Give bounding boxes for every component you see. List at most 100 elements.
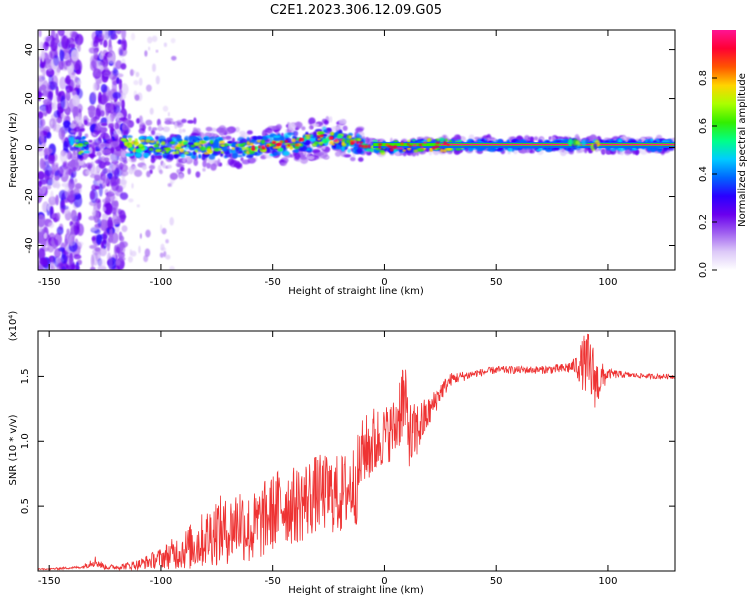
spectrogram-cell bbox=[322, 129, 329, 133]
spectrogram-cell bbox=[44, 160, 50, 166]
spectrogram-cell bbox=[109, 227, 113, 238]
spectrogram-cell bbox=[317, 138, 322, 141]
spectrogram-cell bbox=[163, 250, 167, 258]
spectrogram-cell bbox=[126, 135, 133, 139]
spectrogram-cell bbox=[44, 170, 54, 180]
spectrogram-cell bbox=[176, 143, 183, 148]
spectrogram-cell bbox=[112, 112, 117, 119]
spectrogram-cell bbox=[291, 138, 296, 143]
spectrogram-cell bbox=[87, 154, 97, 158]
spectrogram-cell bbox=[100, 83, 108, 93]
spectrogram-cell bbox=[203, 151, 210, 155]
spectrogram-cell bbox=[178, 128, 183, 134]
spectrogram-cell bbox=[131, 158, 137, 163]
spectrogram-cell bbox=[81, 147, 85, 151]
spectrogram-cell bbox=[70, 159, 76, 167]
spectrogram-cell bbox=[164, 120, 172, 125]
spectrogram-cell bbox=[122, 135, 127, 139]
spectrogram-cell bbox=[139, 233, 142, 239]
spectrogram-cell bbox=[338, 119, 347, 125]
spectrogram-cell bbox=[50, 256, 54, 270]
spectrogram-cell bbox=[99, 60, 106, 66]
spectrogram-cell bbox=[138, 143, 144, 148]
spectrogram-cell bbox=[100, 240, 104, 249]
spectrogram-cell bbox=[221, 144, 225, 147]
spectrogram-cell bbox=[85, 169, 92, 176]
spectrogram-y-tick-label: -20 bbox=[24, 188, 35, 204]
spectrogram-cell bbox=[72, 167, 77, 172]
spectrogram-cell bbox=[227, 141, 233, 144]
spectrogram-cell bbox=[305, 140, 311, 145]
spectrogram-cell bbox=[43, 232, 48, 240]
spectrogram-cell bbox=[213, 148, 220, 152]
spectrogram-cell bbox=[182, 157, 187, 163]
spectrogram-cell bbox=[76, 218, 80, 230]
spectrogram-cell bbox=[420, 146, 424, 150]
spectrogram-cell bbox=[226, 143, 232, 146]
spectrogram-cell bbox=[282, 150, 290, 156]
spectrogram-cell bbox=[209, 140, 214, 145]
spectrogram-cell bbox=[102, 148, 112, 155]
spectrogram-cell bbox=[221, 145, 228, 152]
spectrogram-cell bbox=[294, 145, 300, 150]
spectrogram-cell bbox=[187, 168, 191, 175]
spectrogram-cell bbox=[38, 233, 42, 244]
spectrogram-cell bbox=[315, 152, 325, 156]
spectrogram-cell bbox=[468, 147, 474, 151]
spectrogram-cell bbox=[314, 141, 319, 145]
spectrogram-cell bbox=[112, 69, 119, 77]
spectrogram-cell bbox=[435, 138, 440, 142]
spectrogram-cell bbox=[102, 198, 111, 204]
spectrogram-x-tick-label: -100 bbox=[150, 277, 173, 288]
spectrogram-cell bbox=[220, 151, 224, 154]
spectrogram-cell bbox=[40, 118, 46, 127]
snr-y-tick-label: 1.5 bbox=[20, 368, 31, 384]
spectrogram-cell bbox=[625, 148, 631, 153]
spectrogram-cell bbox=[138, 245, 141, 254]
spectrogram-cell bbox=[239, 138, 248, 144]
spectrogram-y-tick-label: 40 bbox=[24, 43, 35, 56]
spectrogram-cell bbox=[151, 127, 158, 131]
spectrogram-cell bbox=[179, 148, 185, 153]
spectrogram-cell bbox=[207, 149, 212, 154]
spectrogram-cell bbox=[292, 149, 300, 153]
spectrogram-cell bbox=[155, 75, 160, 85]
spectrogram-cell bbox=[218, 125, 226, 132]
spectrogram-cell bbox=[75, 139, 79, 143]
spectrogram-cell bbox=[57, 91, 62, 97]
spectrogram-cell bbox=[246, 136, 250, 142]
spectrogram-cell bbox=[446, 143, 450, 147]
spectrogram-cell bbox=[358, 157, 364, 162]
spectrogram-cell bbox=[162, 126, 171, 133]
spectrogram-cell bbox=[120, 179, 127, 185]
spectrogram-cell bbox=[88, 104, 96, 118]
spectrogram-cell bbox=[293, 130, 299, 137]
spectrogram-cell bbox=[51, 102, 58, 111]
spectrogram-cell bbox=[340, 149, 346, 157]
spectrogram-cell bbox=[111, 75, 119, 86]
spectrogram-cell bbox=[150, 155, 155, 159]
spectrogram-cell bbox=[196, 127, 201, 135]
spectrogram-cell bbox=[60, 205, 69, 210]
spectrogram-x-ticks: -150 -100 -50 0 50 100 bbox=[38, 30, 617, 288]
spectrogram-cell bbox=[439, 137, 445, 142]
spectrogram-cell bbox=[52, 162, 59, 167]
spectrogram-cell bbox=[65, 59, 72, 67]
spectrogram-cell bbox=[102, 30, 110, 41]
spectrogram-cell bbox=[121, 225, 128, 233]
spectrogram-cell bbox=[38, 214, 46, 228]
spectrogram-cell bbox=[423, 141, 427, 144]
spectrogram-cell bbox=[40, 84, 47, 91]
spectrogram-cell bbox=[198, 154, 202, 159]
spectrogram-cell bbox=[61, 35, 69, 50]
spectrogram-cell bbox=[593, 143, 598, 149]
spectrogram-cell bbox=[583, 148, 588, 154]
spectrogram-cell bbox=[101, 213, 109, 220]
spectrogram-cell bbox=[75, 59, 83, 74]
spectrogram-cell bbox=[94, 198, 101, 204]
spectrogram-cell bbox=[57, 30, 65, 37]
spectrogram-y-ticks: -40 -20 0 20 40 bbox=[24, 43, 675, 254]
spectrogram-cell bbox=[90, 254, 95, 268]
spectrogram-cell bbox=[389, 148, 394, 152]
